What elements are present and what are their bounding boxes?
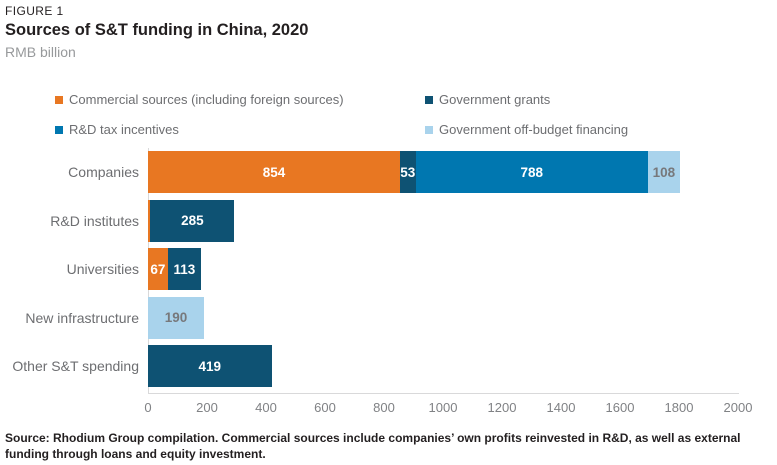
legend-item: Government off-budget financing (425, 123, 628, 136)
legend-item: Commercial sources (including foreign so… (55, 93, 425, 106)
bar-track: 285 (148, 199, 738, 242)
x-axis-tick-label: 0 (144, 400, 152, 415)
legend-item: R&D tax incentives (55, 123, 425, 136)
bar-track: 419 (148, 345, 738, 387)
bar-row: Universities 67 113 (0, 248, 777, 290)
x-axis-tick-label: 1000 (428, 400, 458, 415)
x-axis-tick-label: 1400 (546, 400, 576, 415)
x-axis-tick-label: 1600 (605, 400, 635, 415)
bar-row: R&D institutes 285 (0, 199, 777, 242)
category-label: R&D institutes (50, 212, 139, 229)
legend-item: Government grants (425, 93, 628, 106)
legend-item-label: R&D tax incentives (69, 122, 179, 137)
legend-item-label: Government off-budget financing (439, 122, 629, 137)
category-label: Universities (66, 261, 139, 277)
x-axis-tick-label: 1800 (664, 400, 694, 415)
bar-chart: Companies 854 53 788 108 R&D institutes 285 Uni… (0, 148, 777, 415)
chart-title: Sources of S&T funding in China, 2020 (5, 21, 309, 39)
bar-rows: Companies 854 53 788 108 R&D institutes 285 Uni… (0, 151, 777, 387)
x-axis-tick-label: 1200 (487, 400, 517, 415)
bar-row: New infrastructure 190 (0, 296, 777, 339)
bar-segment: 113 (167, 248, 202, 290)
x-axis-tick-label: 2000 (723, 400, 753, 415)
bar-segment: 419 (148, 345, 272, 387)
bar-segment: 285 (150, 199, 235, 242)
x-axis-tick-label: 200 (196, 400, 218, 415)
legend-swatch-icon (55, 95, 63, 104)
category-label: Companies (68, 164, 139, 180)
legend-swatch-icon (425, 95, 433, 104)
category-label: New infrastructure (25, 309, 139, 326)
bar-row: Other S&T spending 419 (0, 345, 777, 387)
bar-track: 854 53 788 108 (148, 151, 738, 193)
bar-segment: 854 (148, 151, 400, 193)
x-axis-tick-label: 800 (373, 400, 395, 415)
bar-segment: 108 (648, 151, 680, 193)
legend-swatch-icon (55, 125, 63, 134)
x-axis-tick-label: 400 (255, 400, 277, 415)
bar-segment (148, 199, 151, 242)
category-label: Other S&T spending (12, 358, 139, 374)
bar-row: Companies 854 53 788 108 (0, 151, 777, 193)
figure-label: FIGURE 1 (5, 4, 64, 18)
chart-unit-label: RMB billion (5, 44, 76, 60)
chart-legend: Commercial sources (including foreign so… (55, 93, 628, 136)
bar-segment: 67 (148, 248, 168, 290)
legend-swatch-icon (425, 125, 433, 134)
x-axis-line (148, 393, 739, 394)
bar-track: 190 (148, 296, 738, 339)
bar-segment: 53 (399, 151, 416, 193)
legend-item-label: Commercial sources (including foreign so… (69, 92, 344, 107)
x-axis-ticks: 0 200 400 600 800 1000 1200 1400 1600 1800 2000 (144, 400, 752, 416)
bar-track: 67 113 (148, 248, 738, 290)
chart-header: FIGURE 1 Sources of S&T funding in China… (5, 4, 308, 60)
source-note: Source: Rhodium Group compilation. Comme… (5, 431, 741, 461)
bar-segment: 190 (148, 296, 205, 339)
legend-item-label: Government grants (439, 92, 551, 107)
x-axis-tick-label: 600 (314, 400, 336, 415)
bar-segment: 788 (415, 151, 648, 193)
